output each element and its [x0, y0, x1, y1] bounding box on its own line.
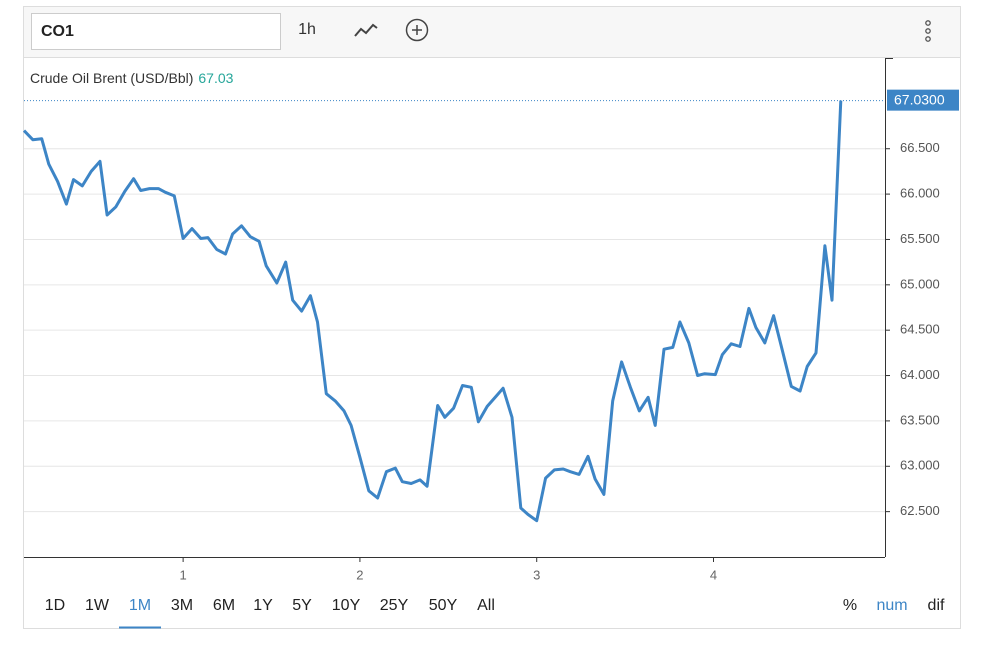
y-tick-label: 66.000: [900, 186, 940, 201]
interval-button[interactable]: 1h: [298, 21, 316, 38]
last-value-badge: [887, 89, 959, 111]
y-tick-label: 65.500: [900, 231, 940, 246]
menu-icon[interactable]: [925, 20, 931, 42]
range-button[interactable]: 6M: [213, 597, 235, 614]
y-tick-label: 62.500: [900, 503, 940, 518]
x-tick-label: 4: [710, 567, 717, 582]
y-tick-label: 65.000: [900, 276, 940, 291]
y-tick-label: 63.000: [900, 458, 940, 473]
y-tick-label: 66.500: [900, 140, 940, 155]
mode-button[interactable]: %: [843, 597, 857, 614]
x-tick-label: 3: [533, 567, 540, 582]
range-button[interactable]: All: [477, 597, 495, 614]
range-button[interactable]: 3M: [171, 597, 193, 614]
chart-type-icon[interactable]: [354, 23, 378, 37]
title-text: Crude Oil Brent (USD/Bbl): [30, 70, 193, 86]
range-button[interactable]: 1M: [129, 597, 151, 614]
symbol-text: CO1: [41, 23, 74, 40]
symbol-input[interactable]: [31, 13, 281, 50]
y-tick-label: 64.000: [900, 367, 940, 382]
range-button[interactable]: 50Y: [429, 597, 458, 614]
header-value: 67.03: [198, 70, 233, 86]
range-button[interactable]: 5Y: [292, 597, 312, 614]
range-button[interactable]: 1Y: [253, 597, 273, 614]
last-value-label: 67.0300: [894, 91, 945, 107]
chart-title: Crude Oil Brent (USD/Bbl) 67.03: [30, 70, 234, 86]
mode-button[interactable]: dif: [928, 597, 945, 614]
range-button[interactable]: 25Y: [380, 597, 409, 614]
y-tick-label: 64.500: [900, 322, 940, 337]
x-tick-label: 1: [179, 567, 186, 582]
range-button[interactable]: 1W: [85, 597, 110, 614]
mode-button[interactable]: num: [876, 597, 907, 614]
add-indicator-icon[interactable]: [405, 18, 429, 42]
range-button[interactable]: 10Y: [332, 597, 361, 614]
range-button[interactable]: 1D: [45, 597, 65, 614]
frame: [23, 6, 961, 629]
price-line: [22, 100, 843, 523]
y-tick-label: 63.500: [900, 412, 940, 427]
x-tick-label: 2: [356, 567, 363, 582]
